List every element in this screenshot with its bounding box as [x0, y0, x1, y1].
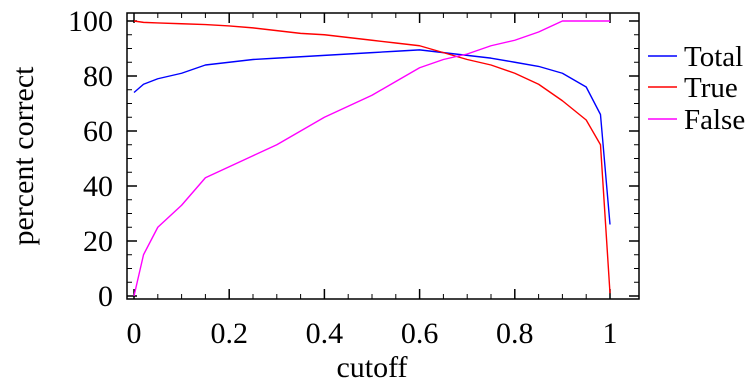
y-tick-label: 40 — [83, 170, 113, 203]
y-axis: 0 20 40 60 80 100 percent correct — [7, 5, 113, 313]
legend-label-true: True — [684, 72, 738, 104]
legend-label-total: Total — [684, 41, 743, 73]
major-ticks — [127, 13, 639, 299]
plot-frame — [126, 12, 640, 300]
y-axis-label: percent correct — [7, 66, 40, 246]
series-lines — [133, 20, 611, 297]
x-tick-label: 0.8 — [496, 317, 534, 350]
x-tick-label: 0.6 — [401, 317, 439, 350]
x-tick-label: 0.2 — [210, 317, 248, 350]
y-tick-label: 80 — [83, 60, 113, 93]
y-tick-label: 20 — [83, 225, 113, 258]
plot-area — [126, 12, 640, 300]
x-axis-label: cutoff — [336, 351, 407, 384]
y-tick-label: 0 — [98, 280, 113, 313]
y-tick-label: 100 — [68, 5, 113, 38]
series-line-false — [133, 20, 610, 297]
x-axis: 0 0.2 0.4 0.6 0.8 1 cutoff — [127, 317, 618, 384]
minor-ticks — [127, 13, 639, 299]
series-line-total — [133, 49, 611, 225]
x-tick-label: 1 — [603, 317, 618, 350]
legend-label-false: False — [684, 104, 745, 136]
x-tick-label: 0 — [127, 317, 142, 350]
x-tick-labels: 0 0.2 0.4 0.6 0.8 1 — [127, 317, 618, 350]
x-tick-label: 0.4 — [306, 317, 344, 350]
series-line-true — [133, 20, 611, 294]
y-tick-labels: 0 20 40 60 80 100 — [68, 5, 113, 313]
y-tick-label: 60 — [83, 115, 113, 148]
